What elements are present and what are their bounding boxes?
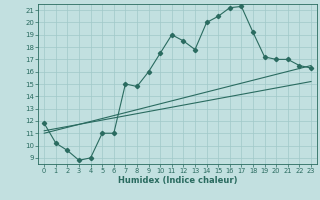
X-axis label: Humidex (Indice chaleur): Humidex (Indice chaleur) — [118, 176, 237, 185]
